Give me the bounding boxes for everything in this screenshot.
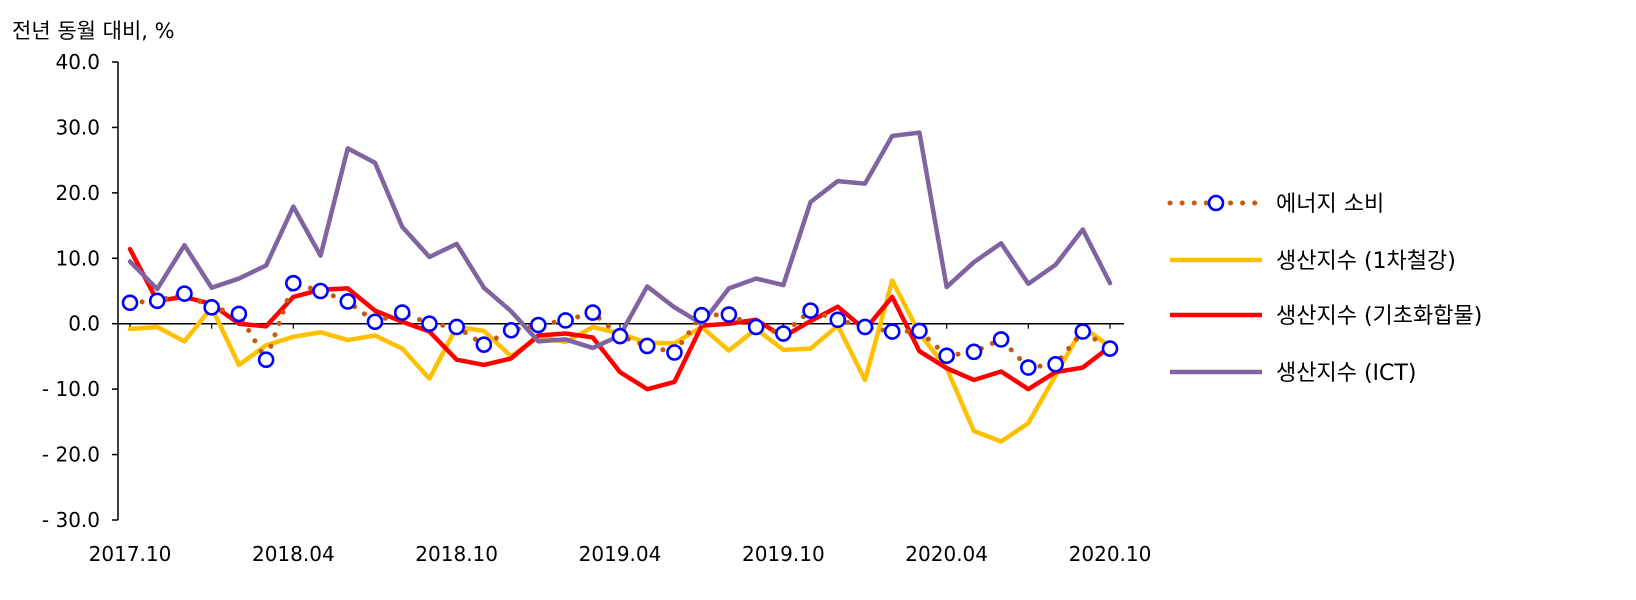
- legend-label: 생산지수 (기초화합물): [1276, 304, 1482, 329]
- data-point-energy-consumption: [421, 315, 438, 333]
- data-point-energy-consumption: [312, 282, 329, 300]
- data-point-energy-consumption: [121, 294, 139, 312]
- data-point-energy-consumption: [856, 318, 874, 336]
- legend-label: 생산지수 (1차철강): [1276, 249, 1456, 274]
- data-point-energy-consumption: [148, 292, 166, 310]
- x-tick-label: 2019.10: [742, 542, 825, 566]
- data-point-energy-consumption: [965, 343, 983, 361]
- data-point-energy-consumption: [883, 323, 901, 340]
- legend-marker-energy-consumption: [1207, 194, 1225, 212]
- y-tick-label: - 20.0: [42, 443, 100, 467]
- series-line-basic-chemicals: [127, 246, 1113, 392]
- data-point-energy-consumption: [1047, 355, 1064, 373]
- data-point-energy-consumption: [530, 316, 547, 334]
- series-line-primary-steel: [127, 278, 1113, 444]
- data-point-energy-consumption: [502, 321, 520, 339]
- x-tick-label: 2017.10: [89, 542, 172, 566]
- y-tick-label: 10.0: [55, 246, 100, 270]
- legend-label: 에너지 소비: [1276, 192, 1384, 217]
- data-point-energy-consumption: [802, 302, 819, 319]
- data-point-energy-consumption: [1101, 340, 1119, 357]
- data-point-energy-consumption: [230, 305, 248, 323]
- data-point-energy-consumption: [557, 312, 574, 329]
- y-tick-label: - 30.0: [42, 508, 100, 532]
- x-tick-label: 2020.04: [905, 542, 988, 566]
- data-point-energy-consumption: [775, 325, 792, 342]
- data-point-energy-consumption: [911, 322, 928, 340]
- data-point-energy-consumption: [829, 311, 847, 329]
- y-tick-label: - 10.0: [42, 377, 100, 401]
- data-point-energy-consumption: [666, 344, 683, 361]
- data-point-energy-consumption: [203, 299, 220, 316]
- data-point-energy-consumption: [448, 318, 465, 336]
- y-tick-label: 20.0: [55, 181, 100, 205]
- data-point-energy-consumption: [938, 347, 955, 365]
- y-axis-unit-label: 전년 동월 대비, %: [12, 19, 175, 43]
- data-point-energy-consumption: [992, 331, 1010, 348]
- y-tick-label: 30.0: [55, 115, 100, 139]
- data-point-energy-consumption: [285, 274, 302, 292]
- data-point-energy-consumption: [693, 306, 710, 324]
- x-axis: 2017.10 2018.04 2018.10 2019.04 2019.10 2020.…: [89, 322, 1152, 566]
- data-point-energy-consumption: [720, 306, 738, 323]
- data-point-energy-consumption: [366, 313, 384, 331]
- data-point-energy-consumption: [176, 285, 193, 302]
- y-tick-label: 40.0: [55, 50, 100, 74]
- data-point-energy-consumption: [611, 327, 629, 345]
- data-point-energy-consumption: [584, 304, 602, 321]
- x-tick-label: 2019.04: [579, 542, 662, 566]
- data-point-energy-consumption: [1074, 323, 1092, 340]
- data-point-energy-consumption: [393, 304, 411, 321]
- data-point-energy-consumption: [747, 318, 765, 336]
- y-axis: 40.0 30.0 20.0 10.0 0.0 - 10.0 - 20.0 - 30.0: [42, 50, 119, 532]
- y-tick-label: 0.0: [68, 312, 100, 336]
- data-point-energy-consumption: [1020, 359, 1037, 376]
- x-tick-label: 2018.10: [415, 542, 498, 566]
- x-tick-label: 2020.10: [1069, 542, 1152, 566]
- x-tick-label: 2018.04: [252, 542, 335, 566]
- data-point-energy-consumption: [638, 337, 656, 355]
- data-point-energy-consumption: [339, 293, 357, 310]
- series-layer: [121, 130, 1119, 444]
- legend-label: 생산지수 (ICT): [1276, 361, 1416, 386]
- data-point-energy-consumption: [257, 351, 275, 369]
- data-point-energy-consumption: [475, 336, 493, 353]
